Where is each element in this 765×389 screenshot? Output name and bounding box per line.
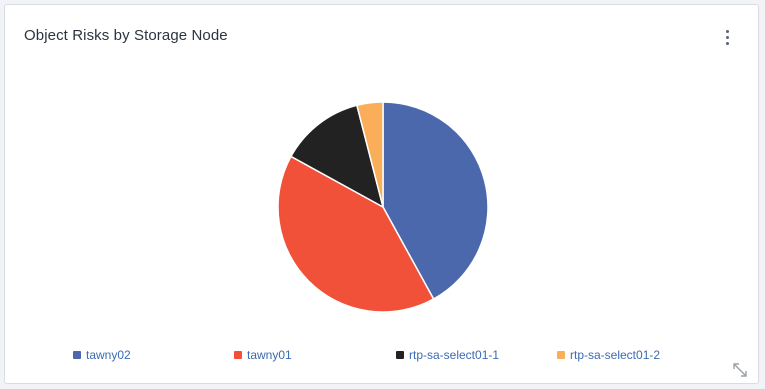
widget-title: Object Risks by Storage Node (24, 27, 228, 44)
pie-slice-tawny01[interactable] (277, 155, 435, 313)
legend-label: rtp-sa-select01-1 (409, 348, 500, 362)
pie-chart (277, 101, 489, 313)
pie-slice-rtp-sa-select01-1[interactable] (289, 104, 385, 209)
legend-swatch (234, 351, 242, 359)
widget-card: Object Risks by Storage Node tawny02 taw… (4, 4, 759, 384)
pie-slice-tawny02[interactable] (382, 101, 489, 301)
legend-item-tawny01[interactable]: tawny01 (234, 346, 292, 364)
legend-item-rtp-sa-select01-2[interactable]: rtp-sa-select01-2 (557, 346, 660, 364)
legend-item-rtp-sa-select01-1[interactable]: rtp-sa-select01-1 (396, 346, 499, 364)
legend-swatch (557, 351, 565, 359)
legend-swatch (396, 351, 404, 359)
expand-diagonal-icon[interactable] (730, 360, 750, 380)
legend-item-tawny02[interactable]: tawny02 (73, 346, 131, 364)
legend-label: tawny01 (247, 348, 292, 362)
pie-slice-rtp-sa-select01-2[interactable] (355, 101, 384, 208)
legend-label: rtp-sa-select01-2 (570, 348, 661, 362)
legend-swatch (73, 351, 81, 359)
legend-label: tawny02 (86, 348, 131, 362)
kebab-menu-icon[interactable] (721, 27, 735, 47)
